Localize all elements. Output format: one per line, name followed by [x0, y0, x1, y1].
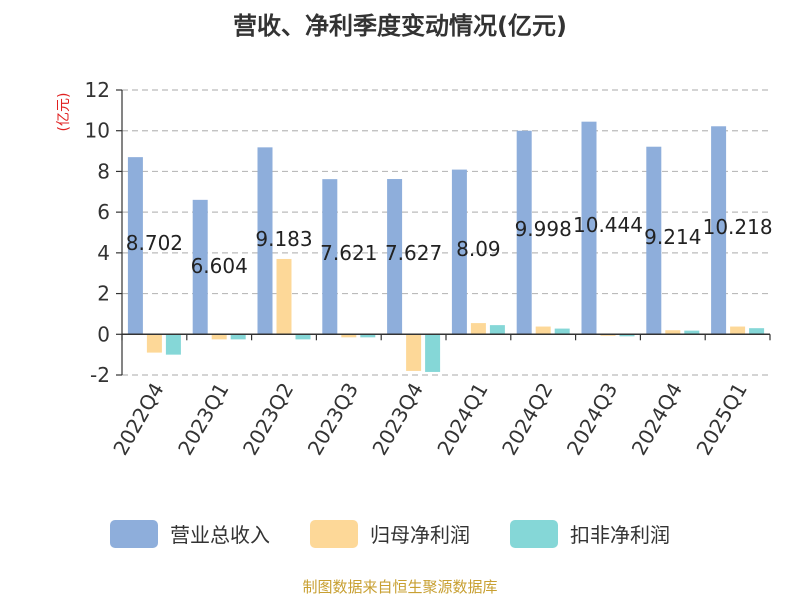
- x-tick-label: 2022Q4: [108, 379, 168, 460]
- y-tick-label: 2: [97, 282, 110, 306]
- x-tick-label: 2023Q2: [238, 379, 298, 460]
- bar: [360, 334, 376, 338]
- chart-title: 营收、净利季度变动情况(亿元): [233, 12, 567, 40]
- data-label: 6.604: [191, 254, 248, 278]
- x-tick-label: 2023Q1: [173, 379, 233, 460]
- data-label: 9.998: [515, 217, 572, 241]
- bar: [554, 328, 570, 335]
- data-label: 9.183: [255, 227, 312, 251]
- x-tick-label: 2024Q2: [497, 379, 557, 460]
- bar: [322, 179, 338, 335]
- bar: [451, 169, 467, 335]
- x-tick-label: 2023Q4: [367, 379, 427, 460]
- bar: [165, 334, 181, 355]
- bar: [257, 147, 273, 335]
- bar: [341, 334, 357, 338]
- bar: [295, 334, 311, 340]
- bar: [127, 157, 143, 335]
- data-label: 7.627: [385, 241, 442, 265]
- bar: [489, 325, 505, 335]
- x-tick-label: 2024Q1: [432, 379, 492, 460]
- bar: [684, 330, 700, 335]
- y-tick-label: 0: [97, 322, 110, 346]
- data-label: 7.621: [320, 241, 377, 265]
- x-tick-label: 2023Q3: [303, 379, 363, 460]
- legend: 营业总收入 归母净利润 扣非净利润: [110, 520, 670, 548]
- data-labels: 8.702 6.604 9.183 7.621 7.627 8.09 9.998 10.444…: [126, 213, 773, 278]
- bar: [211, 334, 227, 340]
- grid: [122, 89, 770, 376]
- bar: [730, 326, 746, 335]
- source-note: 制图数据来自恒生聚源数据库: [302, 578, 497, 596]
- bar: [535, 326, 551, 335]
- bar: [646, 146, 662, 335]
- data-label: 9.214: [644, 225, 701, 249]
- data-label: 10.444: [573, 213, 643, 237]
- legend-label: 归母净利润: [370, 523, 470, 547]
- legend-swatch: [310, 520, 358, 548]
- data-label: 8.702: [126, 231, 183, 255]
- x-tick-label: 2025Q1: [691, 379, 751, 460]
- y-tick-label: 6: [97, 200, 110, 224]
- bars: [127, 121, 765, 372]
- bar: [192, 199, 208, 335]
- legend-swatch: [110, 520, 158, 548]
- axes: -2 0 2 4 6 8 10 12 2022Q4 2023Q1 2023Q2 2023Q3 2023Q…: [85, 78, 771, 460]
- bar: [276, 258, 292, 335]
- bar: [516, 130, 532, 335]
- x-tick-label: 2024Q3: [562, 379, 622, 460]
- y-tick-label: 4: [97, 241, 110, 265]
- y-tick-label: 10: [85, 119, 110, 143]
- y-tick-label: 12: [85, 78, 110, 102]
- bar: [425, 334, 441, 372]
- bar: [146, 334, 162, 353]
- y-axis-unit-label: (亿元): [56, 93, 72, 132]
- y-tick-label: 8: [97, 159, 110, 183]
- legend-label: 扣非净利润: [570, 523, 670, 547]
- x-tick-label: 2024Q4: [627, 379, 687, 460]
- data-label: 10.218: [703, 215, 773, 239]
- data-label: 8.09: [456, 237, 501, 261]
- bar: [387, 179, 403, 335]
- legend-label: 营业总收入: [170, 523, 270, 547]
- bar: [230, 334, 246, 340]
- bar: [619, 334, 635, 337]
- legend-swatch: [510, 520, 558, 548]
- bar: [665, 330, 681, 335]
- y-tick-label: -2: [90, 363, 110, 387]
- bar: [581, 121, 597, 335]
- bar: [749, 328, 765, 335]
- bar: [406, 334, 422, 371]
- bar: [711, 126, 727, 335]
- bar: [470, 323, 486, 335]
